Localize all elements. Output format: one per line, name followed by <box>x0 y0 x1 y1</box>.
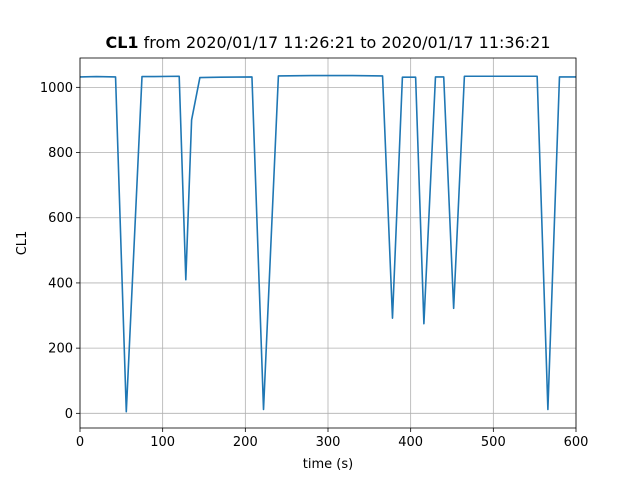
chart-title: CL1 from 2020/01/17 11:26:21 to 2020/01/… <box>105 33 550 52</box>
x-tick-label: 600 <box>564 435 589 450</box>
series-layer <box>79 74 576 413</box>
y-tick-label: 0 <box>65 407 73 422</box>
chart-title-bold: CL1 <box>105 33 138 52</box>
x-axis-label: time (s) <box>303 457 353 472</box>
series-line <box>79 74 576 413</box>
y-tick-label: 800 <box>48 146 73 161</box>
y-tick-label: 200 <box>48 342 73 357</box>
x-tick-label: 100 <box>150 435 175 450</box>
chart-title-rest: from 2020/01/17 11:26:21 to 2020/01/17 1… <box>139 33 551 52</box>
y-axis-label: CL1 <box>15 231 30 256</box>
axis-ticks: 0 100 200 300 400 500 600 0 200 400 600 800 1000 <box>40 81 589 450</box>
y-tick-label: 400 <box>48 276 73 291</box>
x-tick-label: 400 <box>398 435 423 450</box>
y-tick-label: 600 <box>48 211 73 226</box>
y-tick-label: 1000 <box>40 81 73 96</box>
grid-lines <box>79 58 577 428</box>
x-tick-label: 200 <box>233 435 258 450</box>
x-tick-label: 300 <box>316 435 341 450</box>
x-tick-label: 0 <box>76 435 84 450</box>
x-tick-label: 500 <box>481 435 506 450</box>
